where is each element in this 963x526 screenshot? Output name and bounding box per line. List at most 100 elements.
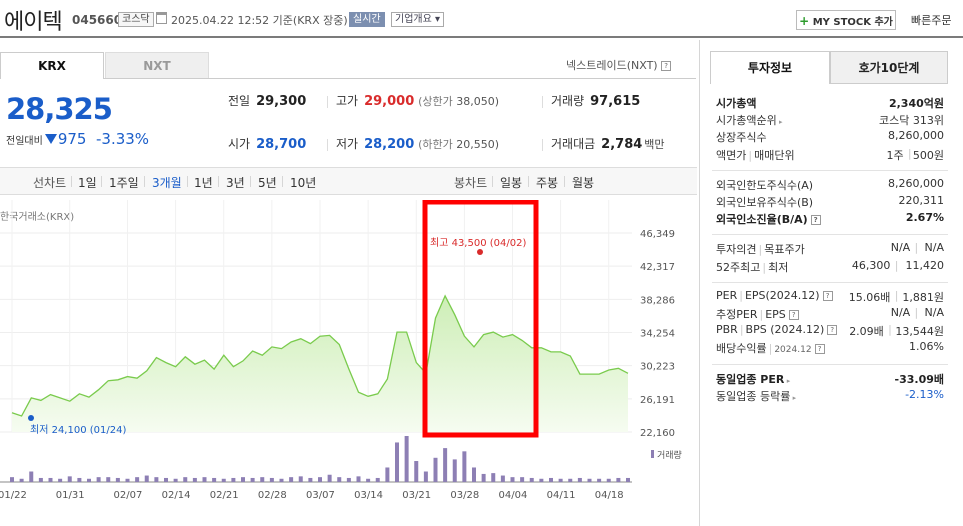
chevron-right-icon[interactable]: ▸ bbox=[776, 118, 783, 127]
y-tick-label: 26,191 bbox=[640, 395, 675, 406]
tab-investment-info[interactable]: 투자정보 bbox=[710, 51, 830, 84]
plus-icon: + bbox=[799, 13, 810, 28]
help-icon[interactable]: ? bbox=[788, 310, 799, 320]
divider bbox=[564, 176, 565, 187]
market-badge: 코스닥 bbox=[118, 12, 154, 27]
stat-unit: 백만 bbox=[644, 138, 665, 151]
chart-source-label: 한국거래소(KRX) bbox=[0, 212, 75, 223]
y-tick-label: 42,317 bbox=[640, 262, 675, 273]
divider bbox=[327, 138, 328, 151]
x-tick-label: 04/04 bbox=[499, 490, 528, 501]
info-label: PBR | BPS (2024.12)? bbox=[716, 323, 838, 336]
x-tick-label: 01/22 bbox=[0, 490, 27, 501]
price-line bbox=[11, 294, 629, 417]
volume-bar bbox=[29, 471, 34, 482]
volume-bar bbox=[173, 478, 178, 482]
info-value: 2.67% bbox=[905, 211, 944, 225]
chevron-right-icon[interactable]: ▸ bbox=[790, 393, 797, 402]
period-1d[interactable]: 1일 bbox=[78, 176, 97, 190]
tab-krx[interactable]: KRX bbox=[0, 52, 104, 79]
help-icon[interactable]: ? bbox=[810, 215, 821, 226]
divider bbox=[218, 176, 219, 187]
nextrade-link[interactable]: 넥스트레이드(NXT) ? bbox=[566, 57, 672, 73]
info-label: 외국인보유주식수(B) bbox=[716, 196, 814, 209]
period-1w[interactable]: 1주일 bbox=[109, 176, 139, 190]
info-value-secondary: N/A bbox=[890, 241, 911, 255]
tab-nxt[interactable]: NXT bbox=[105, 52, 209, 79]
volume-bar bbox=[462, 451, 467, 482]
info-value: 8,260,000 bbox=[888, 176, 944, 190]
volume-bar bbox=[279, 478, 284, 482]
info-value-secondary: N/A bbox=[890, 306, 911, 319]
chevron-right-icon[interactable]: ▸ bbox=[784, 376, 791, 385]
x-tick-label: 02/28 bbox=[258, 490, 287, 501]
change-value: 975 bbox=[57, 130, 87, 148]
change-label: 전일대비 bbox=[6, 136, 43, 147]
period-3m[interactable]: 3개월 bbox=[152, 176, 182, 190]
volume-bar bbox=[366, 478, 371, 482]
volume-bar bbox=[346, 477, 351, 482]
volume-bar bbox=[327, 474, 332, 482]
stat-open: 시가 28,700 bbox=[228, 135, 306, 152]
stat-label: 거래대금 bbox=[551, 137, 596, 151]
help-icon[interactable]: ? bbox=[822, 290, 833, 301]
x-tick-label: 03/21 bbox=[402, 490, 431, 501]
add-mystock-button[interactable]: + MY STOCK 추가 bbox=[796, 10, 896, 30]
volume-legend-label: 거래량 bbox=[657, 449, 682, 461]
period-5y[interactable]: 5년 bbox=[258, 176, 277, 190]
tab-divider bbox=[830, 83, 948, 84]
volume-bar bbox=[144, 475, 149, 482]
volume-bar bbox=[472, 467, 476, 482]
help-icon[interactable]: ? bbox=[827, 325, 838, 336]
help-icon[interactable]: ? bbox=[661, 61, 672, 71]
period-3y[interactable]: 3년 bbox=[226, 176, 245, 190]
volume-bar bbox=[96, 477, 101, 482]
panel-divider bbox=[699, 40, 700, 526]
period-1y[interactable]: 1년 bbox=[194, 176, 213, 190]
price-chart[interactable]: 46,349 42,317 38,286 34,254 30,223 26,191 22,1… bbox=[0, 200, 697, 510]
info-value: 8,260,000 bbox=[888, 129, 944, 143]
volume-bar bbox=[106, 477, 111, 482]
info-label: 투자의견 | 목표주가 bbox=[716, 243, 805, 257]
candle-daily[interactable]: 일봉 bbox=[500, 176, 523, 190]
tab-order-book-10[interactable]: 호가10단계 bbox=[830, 51, 948, 84]
change-percent: -3.33% bbox=[96, 130, 150, 148]
info-label: 상장주식수 bbox=[716, 131, 767, 145]
help-icon[interactable]: ? bbox=[814, 344, 825, 355]
company-overview-dropdown[interactable]: 기업개요 ▾ bbox=[391, 12, 444, 27]
period-10y[interactable]: 10년 bbox=[290, 176, 317, 190]
volume-bar bbox=[481, 473, 486, 482]
stat-value: 28,700 bbox=[256, 137, 307, 152]
y-tick-label: 38,286 bbox=[640, 295, 675, 306]
info-label: 시가총액 bbox=[716, 97, 757, 110]
quick-order-link[interactable]: 빠른주문 bbox=[911, 14, 952, 27]
down-arrow-icon bbox=[44, 134, 57, 144]
volume-bar bbox=[250, 477, 255, 482]
x-tick-label: 02/14 bbox=[162, 490, 191, 501]
volume-bar bbox=[38, 477, 43, 482]
info-value-secondary: 1주 bbox=[886, 148, 904, 162]
volume-bar bbox=[433, 457, 438, 482]
candle-monthly[interactable]: 월봉 bbox=[572, 176, 595, 190]
info-value: 11,420 bbox=[905, 258, 945, 272]
y-tick-label: 34,254 bbox=[640, 329, 675, 340]
candle-weekly[interactable]: 주봉 bbox=[536, 176, 559, 190]
x-tick-label: 02/21 bbox=[210, 490, 239, 501]
volume-bar bbox=[221, 478, 226, 482]
volume-bar bbox=[558, 478, 563, 482]
divider bbox=[250, 176, 251, 187]
realtime-badge[interactable]: 실시간 bbox=[349, 12, 385, 27]
volume-bar bbox=[395, 442, 399, 482]
stat-value: 29,000 bbox=[364, 94, 415, 109]
volume-bar bbox=[241, 477, 245, 482]
add-mystock-label: MY STOCK 추가 bbox=[812, 16, 893, 28]
lower-limit: (하한가 20,550) bbox=[418, 138, 500, 151]
volume-bar bbox=[500, 475, 505, 482]
volume-bar bbox=[202, 477, 207, 482]
volume-bar bbox=[87, 478, 91, 482]
info-label: 액면가 | 매매단위 bbox=[716, 148, 795, 162]
volume-bar bbox=[269, 477, 274, 482]
section-divider bbox=[712, 234, 948, 236]
info-value-secondary: 46,300 bbox=[851, 258, 891, 272]
stat-label: 고가 bbox=[336, 94, 359, 108]
